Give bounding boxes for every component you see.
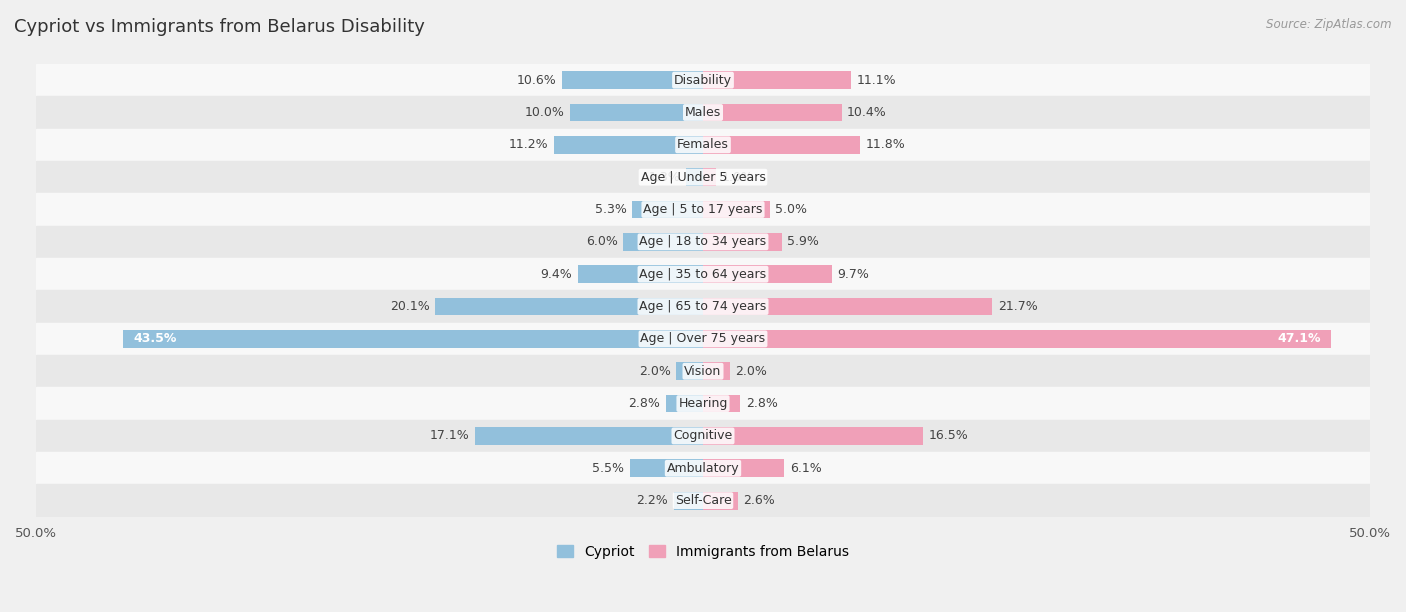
- Bar: [37, 355, 1369, 387]
- Bar: [475, 427, 703, 445]
- Bar: [554, 136, 703, 154]
- Text: 5.0%: 5.0%: [775, 203, 807, 216]
- Bar: [703, 71, 851, 89]
- Text: Cypriot vs Immigrants from Belarus Disability: Cypriot vs Immigrants from Belarus Disab…: [14, 18, 425, 36]
- Bar: [673, 491, 703, 510]
- Text: 43.5%: 43.5%: [134, 332, 177, 345]
- Text: 6.1%: 6.1%: [790, 462, 821, 475]
- Bar: [703, 491, 738, 510]
- Bar: [676, 362, 703, 380]
- Text: 11.1%: 11.1%: [856, 73, 896, 87]
- Bar: [37, 290, 1369, 323]
- Bar: [703, 233, 782, 251]
- Bar: [122, 330, 703, 348]
- Text: 2.2%: 2.2%: [637, 494, 668, 507]
- Text: Age | 65 to 74 years: Age | 65 to 74 years: [640, 300, 766, 313]
- Text: 20.1%: 20.1%: [389, 300, 429, 313]
- Bar: [665, 395, 703, 412]
- Text: 16.5%: 16.5%: [928, 430, 969, 442]
- Text: 9.4%: 9.4%: [540, 267, 572, 281]
- Bar: [37, 129, 1369, 161]
- Text: Females: Females: [678, 138, 728, 151]
- Bar: [703, 266, 832, 283]
- Text: 9.7%: 9.7%: [838, 267, 869, 281]
- Bar: [633, 201, 703, 218]
- Bar: [703, 330, 1331, 348]
- Legend: Cypriot, Immigrants from Belarus: Cypriot, Immigrants from Belarus: [551, 539, 855, 564]
- Text: 6.0%: 6.0%: [586, 236, 617, 248]
- Text: 21.7%: 21.7%: [998, 300, 1038, 313]
- Text: Age | Under 5 years: Age | Under 5 years: [641, 171, 765, 184]
- Text: Self-Care: Self-Care: [675, 494, 731, 507]
- Text: 2.6%: 2.6%: [742, 494, 775, 507]
- Text: 10.4%: 10.4%: [846, 106, 887, 119]
- Text: Vision: Vision: [685, 365, 721, 378]
- Text: Source: ZipAtlas.com: Source: ZipAtlas.com: [1267, 18, 1392, 31]
- Bar: [703, 362, 730, 380]
- Text: Hearing: Hearing: [678, 397, 728, 410]
- Bar: [630, 460, 703, 477]
- Bar: [37, 64, 1369, 96]
- Text: 2.8%: 2.8%: [628, 397, 661, 410]
- Bar: [434, 297, 703, 315]
- Text: 5.9%: 5.9%: [787, 236, 818, 248]
- Bar: [703, 460, 785, 477]
- Bar: [703, 297, 993, 315]
- Bar: [703, 201, 769, 218]
- Text: 2.0%: 2.0%: [640, 365, 671, 378]
- Text: Age | 18 to 34 years: Age | 18 to 34 years: [640, 236, 766, 248]
- Text: Disability: Disability: [673, 73, 733, 87]
- Bar: [37, 161, 1369, 193]
- Bar: [703, 395, 741, 412]
- Text: 2.8%: 2.8%: [745, 397, 778, 410]
- Text: Males: Males: [685, 106, 721, 119]
- Text: 5.5%: 5.5%: [592, 462, 624, 475]
- Text: Age | 5 to 17 years: Age | 5 to 17 years: [644, 203, 762, 216]
- Text: 17.1%: 17.1%: [430, 430, 470, 442]
- Bar: [623, 233, 703, 251]
- Bar: [37, 420, 1369, 452]
- Text: 10.6%: 10.6%: [516, 73, 557, 87]
- Bar: [703, 103, 842, 121]
- Text: Ambulatory: Ambulatory: [666, 462, 740, 475]
- Bar: [561, 71, 703, 89]
- Text: Cognitive: Cognitive: [673, 430, 733, 442]
- Bar: [569, 103, 703, 121]
- Text: 11.2%: 11.2%: [509, 138, 548, 151]
- Text: 10.0%: 10.0%: [524, 106, 564, 119]
- Bar: [37, 452, 1369, 485]
- Bar: [703, 427, 924, 445]
- Bar: [37, 96, 1369, 129]
- Bar: [37, 485, 1369, 517]
- Text: 2.0%: 2.0%: [735, 365, 766, 378]
- Bar: [37, 193, 1369, 226]
- Text: 47.1%: 47.1%: [1277, 332, 1320, 345]
- Bar: [37, 387, 1369, 420]
- Bar: [686, 168, 703, 186]
- Bar: [703, 136, 860, 154]
- Text: 5.3%: 5.3%: [595, 203, 627, 216]
- Text: 1.0%: 1.0%: [721, 171, 754, 184]
- Text: 11.8%: 11.8%: [866, 138, 905, 151]
- Text: Age | Over 75 years: Age | Over 75 years: [641, 332, 765, 345]
- Text: Age | 35 to 64 years: Age | 35 to 64 years: [640, 267, 766, 281]
- Text: 1.3%: 1.3%: [648, 171, 681, 184]
- Bar: [37, 226, 1369, 258]
- Bar: [578, 266, 703, 283]
- Bar: [37, 323, 1369, 355]
- Bar: [37, 258, 1369, 290]
- Bar: [703, 168, 716, 186]
